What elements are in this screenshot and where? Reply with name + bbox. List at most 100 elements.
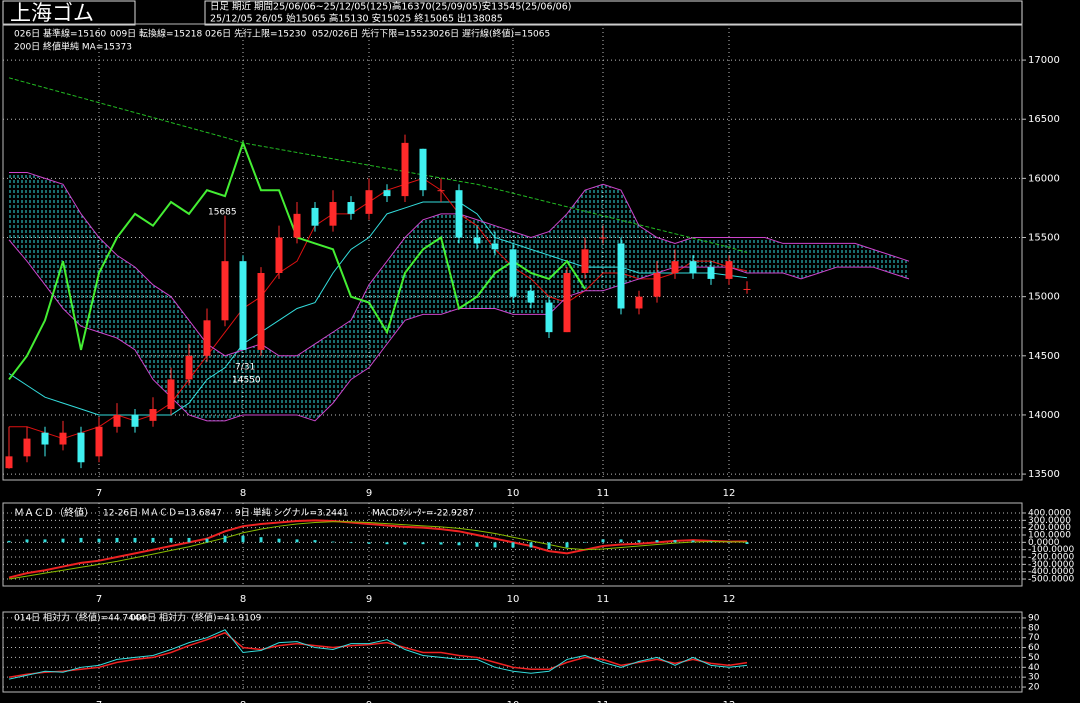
- x-tick-label: 9: [366, 594, 372, 605]
- y-tick-label: -400.0000: [1028, 567, 1074, 577]
- candle-body: [131, 414, 139, 427]
- histogram-bar: [79, 537, 83, 543]
- y-tick-label: 17000: [1028, 55, 1060, 66]
- candle-body: [167, 379, 175, 410]
- y-tick-label: 70: [1028, 633, 1040, 643]
- legend-entry: 026日 基準線=15160: [14, 28, 106, 40]
- y-tick-label: 15000: [1028, 292, 1060, 303]
- histogram-bar: [745, 542, 749, 545]
- histogram-bar: [115, 537, 119, 543]
- histogram-bar: [241, 535, 245, 543]
- series-line: [8, 521, 748, 580]
- annotation: 15685: [208, 208, 237, 218]
- histogram-bar: [403, 542, 407, 545]
- legend-entry: 052/026日 先行下限=15523: [312, 28, 433, 40]
- x-tick-label: 11: [597, 488, 610, 499]
- y-tick-label: -500.0000: [1028, 575, 1074, 585]
- candle-body: [527, 290, 535, 303]
- candle-body: [653, 272, 661, 297]
- candle-body: [725, 261, 733, 279]
- y-tick-label: 300.0000: [1028, 516, 1071, 526]
- legend-entry: 026日 先行上限=15230: [205, 28, 306, 40]
- histogram-bar: [259, 537, 263, 543]
- x-tick-label: 10: [507, 488, 520, 499]
- y-tick-label: 50: [1028, 653, 1040, 663]
- histogram-bar: [61, 538, 65, 543]
- histogram-bar: [295, 539, 299, 543]
- series-line: [8, 77, 748, 254]
- histogram-bar: [187, 537, 191, 543]
- candle-body: [293, 213, 301, 238]
- candle-body: [329, 202, 337, 226]
- histogram-bar: [421, 542, 425, 545]
- y-tick-label: 40: [1028, 663, 1040, 673]
- histogram-bar: [223, 535, 227, 543]
- histogram-bar: [547, 542, 551, 549]
- x-tick-label: 7: [96, 594, 102, 605]
- histogram-bar: [727, 542, 731, 543]
- histogram-bar: [619, 539, 623, 543]
- candle-body: [257, 272, 265, 350]
- y-tick-label: 100.0000: [1028, 530, 1071, 540]
- candle-body: [563, 272, 571, 333]
- candle-body: [95, 426, 103, 457]
- x-tick-label: 10: [507, 594, 520, 605]
- candle-body: [311, 207, 319, 226]
- candle-body: [581, 249, 589, 273]
- histogram-bar: [691, 540, 695, 543]
- candle-body: [23, 438, 31, 457]
- candle-body: [221, 261, 229, 321]
- histogram-bar: [169, 537, 173, 543]
- histogram-bar: [511, 542, 515, 548]
- histogram-bar: [25, 539, 29, 543]
- histogram-bar: [349, 542, 353, 544]
- histogram-bar: [439, 542, 443, 545]
- x-tick-label: 9: [366, 700, 372, 703]
- y-tick-label: -200.0000: [1028, 553, 1074, 563]
- candle-body: [41, 432, 49, 445]
- histogram-bar: [43, 539, 47, 543]
- x-tick-label: 12: [723, 488, 736, 499]
- histogram-bar: [493, 542, 497, 548]
- candle-body: [671, 261, 679, 273]
- legend-entry: 200日 終値単純 MA=15373: [14, 41, 132, 53]
- candle-body: [707, 267, 715, 279]
- y-tick-label: 80: [1028, 623, 1040, 633]
- info-line: 25/12/05 26/05 始15065 高15130 安15025 終150…: [210, 13, 503, 25]
- x-tick-label: 11: [597, 594, 610, 605]
- histogram-bar: [475, 542, 479, 547]
- series-line: [8, 629, 748, 680]
- candle-body: [419, 148, 427, 191]
- y-tick-label: 14500: [1028, 351, 1060, 362]
- candle-body: [239, 261, 247, 350]
- series-line: [8, 519, 748, 579]
- legend-entry: 9日 単純 シグナル=3.2441: [235, 507, 348, 519]
- annotation: 14550: [232, 376, 261, 386]
- title-box: [2, 0, 136, 26]
- candle-body: [401, 142, 409, 197]
- candle-body: [347, 202, 355, 214]
- candle-body: [473, 237, 481, 244]
- cloud-area: [9, 172, 909, 421]
- histogram-bar: [673, 540, 677, 543]
- histogram-bar: [565, 542, 569, 548]
- y-tick-label: 14000: [1028, 410, 1060, 421]
- y-tick-label: -100.0000: [1028, 545, 1074, 555]
- x-tick-label: 8: [240, 488, 246, 499]
- x-tick-label: 8: [240, 594, 246, 605]
- y-tick-label: 400.0000: [1028, 508, 1071, 518]
- legend-entry: 009日 転換線=15218: [110, 28, 202, 40]
- candle-body: [491, 243, 499, 250]
- info-box: [204, 0, 1023, 26]
- histogram-bar: [7, 540, 11, 543]
- x-tick-label: 7: [96, 700, 102, 703]
- legend-entry: 014日 相対力（終値)=44.7444: [14, 612, 146, 624]
- candle-body: [383, 190, 391, 197]
- candle-body: [113, 414, 121, 427]
- x-tick-label: 11: [597, 700, 610, 703]
- x-tick-label: 7: [96, 488, 102, 499]
- y-tick-label: 16500: [1028, 114, 1060, 125]
- x-tick-label: 8: [240, 700, 246, 703]
- histogram-bar: [151, 537, 155, 543]
